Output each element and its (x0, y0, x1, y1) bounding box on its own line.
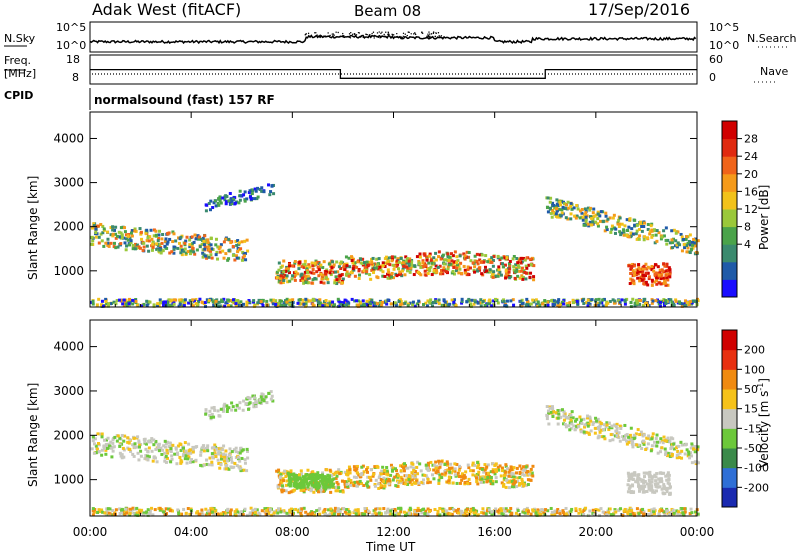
power-colorbar-label: Power [dB] (757, 185, 771, 250)
power-heatmap (90, 183, 700, 308)
colorbar-tick: 24 (744, 150, 758, 163)
frequency-line (90, 68, 697, 79)
noise-tick-right-bottom: 10^0 (709, 39, 739, 52)
velocity-colorbar-label: Velocity [m s-1] (756, 378, 771, 468)
ytick-label: 3000 (53, 384, 84, 398)
ytick-label: 2000 (53, 220, 84, 234)
power-colorbar: 28 24 20 16 12 8 4 (721, 120, 758, 298)
cpid-label: CPID (4, 89, 33, 102)
freq-label-1: Freq. (4, 54, 31, 67)
colorbar-tick: 200 (744, 344, 765, 357)
colorbar-tick: 8 (744, 221, 751, 234)
cpid-row: CPID normalsound (fast) 157 RF (4, 88, 275, 110)
velocity-panel: 4000 3000 2000 1000 Slant Range [km] 200 100… (26, 319, 771, 517)
colorbar-tick: 20 (744, 168, 758, 181)
xaxis-label: Time UT (365, 540, 416, 554)
velocity-ylabel: Slant Range [km] (26, 383, 40, 487)
xaxis-tick-label: 16:00 (477, 525, 512, 539)
xaxis-tick-label: 00:00 (680, 525, 715, 539)
colorbar-tick: 16 (744, 185, 758, 198)
colorbar-tick: 28 (744, 133, 758, 146)
ytick-label: 4000 (53, 340, 84, 354)
ytick-label: 1000 (53, 264, 84, 278)
colorbar-tick: 4 (744, 238, 751, 251)
xaxis-tick-label: 04:00 (174, 525, 209, 539)
ytick-label: 2000 (53, 428, 84, 442)
colorbar-tick: -50 (744, 442, 762, 455)
station-title: Adak West (fitACF) (92, 0, 241, 19)
date-title: 17/Sep/2016 (588, 0, 690, 19)
time-axis: 00:00 04:00 08:00 12:00 16:00 20:00 00:00 (73, 112, 715, 539)
nave-tick-top: 60 (709, 53, 723, 66)
nsky-label: N.Sky (4, 32, 36, 45)
xaxis-tick-label: 08:00 (275, 525, 310, 539)
freq-tick-top: 18 (66, 53, 80, 66)
colorbar-tick: -200 (744, 481, 769, 494)
xaxis-tick-label: 12:00 (376, 525, 411, 539)
power-ylabel: Slant Range [km] (26, 176, 40, 280)
frequency-panel: Freq. [MHz] 18 8 60 0 Nave (4, 53, 788, 85)
colorbar-tick: 12 (744, 203, 758, 216)
xaxis-tick-label: 20:00 (579, 525, 614, 539)
ytick-label: 1000 (53, 473, 84, 487)
freq-tick-bottom: 8 (72, 71, 79, 84)
ytick-label: 3000 (53, 176, 84, 190)
noise-tick-left-bottom: 10^0 (56, 39, 86, 52)
noise-trace (89, 31, 697, 45)
velocity-colorbar-label-main: Velocity [m s (757, 391, 771, 468)
noise-tick-left-top: 10^5 (56, 21, 86, 34)
velocity-colorbar-label-sup: -1 (756, 383, 765, 391)
velocity-heatmap (90, 390, 700, 517)
cpid-value: normalsound (fast) 157 RF (94, 93, 275, 107)
noise-panel: N.Sky 10^5 10^0 10^5 10^0 N.Search (4, 21, 797, 53)
colorbar-tick: 50 (744, 383, 758, 396)
power-panel: 4000 3000 2000 1000 Slant Range [km] 28 24 20… (26, 111, 771, 308)
xaxis-tick-label: 00:00 (73, 525, 108, 539)
beam-title: Beam 08 (354, 2, 421, 20)
nave-label: Nave (760, 65, 788, 78)
colorbar-tick: 100 (744, 363, 765, 376)
nave-tick-bottom: 0 (709, 71, 716, 84)
nsearch-label: N.Search (747, 32, 797, 45)
colorbar-tick: -15 (744, 422, 762, 435)
ytick-label: 4000 (53, 131, 84, 145)
velocity-colorbar-label-end: ] (757, 378, 771, 383)
colorbar-tick: -100 (744, 462, 769, 475)
noise-tick-right-top: 10^5 (709, 21, 739, 34)
freq-label-2: [MHz] (4, 67, 36, 80)
colorbar-tick: 15 (744, 403, 758, 416)
velocity-colorbar: 200 100 50 15 -15 -50 -100 -200 (721, 329, 769, 508)
